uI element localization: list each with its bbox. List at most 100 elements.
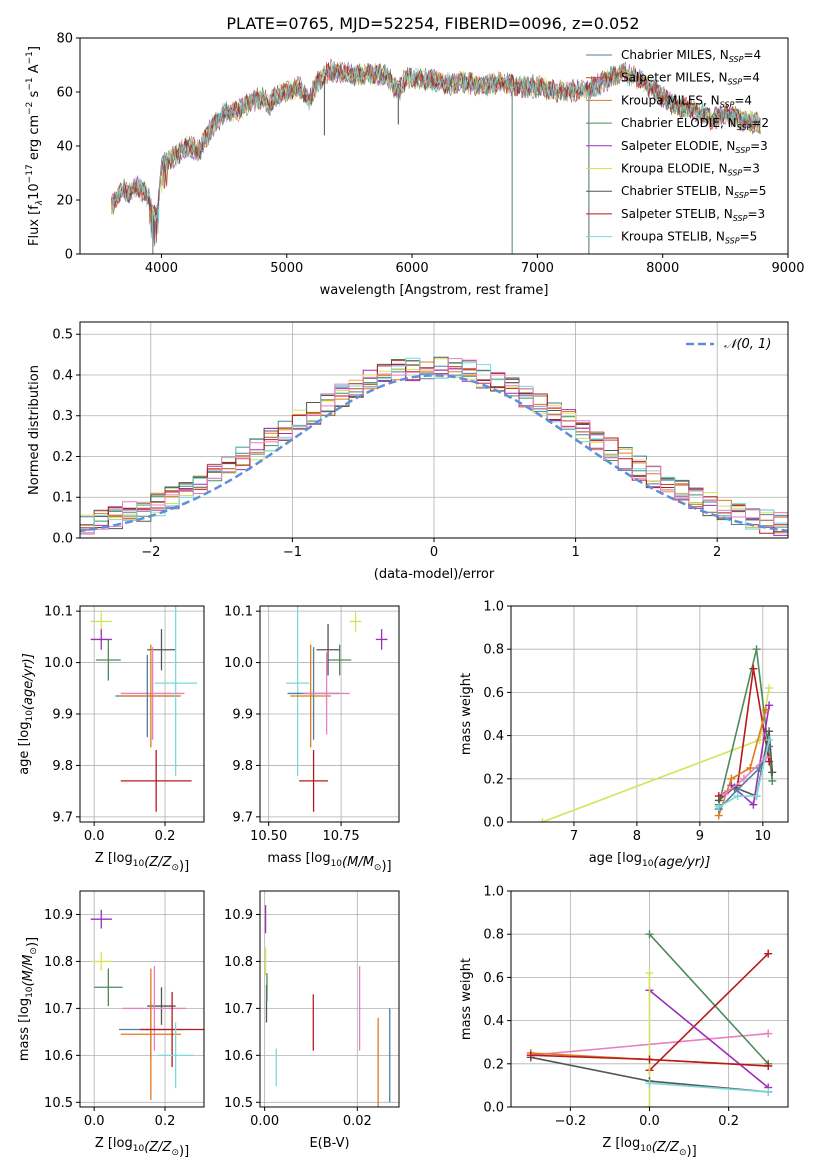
y-tick-label: 10.8 [44, 955, 73, 970]
x-tick-label: 0.2 [155, 829, 176, 844]
plot-area [538, 645, 777, 822]
x-axis-label: Z [log10(Z/Z⊙)] [95, 851, 189, 874]
x-tick-label: 10.75 [322, 829, 359, 844]
weight-line [718, 709, 767, 816]
x-tick-label: 0.0 [84, 829, 105, 844]
x-tick-label: 9000 [771, 261, 804, 276]
weight-marker [733, 792, 742, 801]
x-tick-label: 7 [570, 829, 578, 844]
y-axis-label: Normed distribution [27, 365, 42, 495]
panels: 4000 5000 6000 7000 8000 9000020406080wavelen… [17, 32, 805, 1160]
weight-marker [765, 735, 774, 744]
x-tick-label: 0.0 [639, 1114, 660, 1129]
y-tick-label: 10.0 [224, 656, 253, 671]
panel-mass-vs-Z: 0.0 0.2 10.5 10.6 10.7 10.8 10.9 Z [log10(Z/Z⊙)… [17, 890, 205, 1159]
data-point [90, 952, 112, 971]
y-tick-label: 9.9 [232, 708, 253, 723]
weight-marker [768, 768, 777, 777]
legend-label: Kroupa STELIB, NSSP=5 [621, 230, 757, 246]
y-tick-label: 0.8 [483, 643, 504, 658]
spectrum-line [111, 60, 761, 224]
plot-area [111, 58, 761, 254]
weight-line [542, 687, 770, 822]
y-axis-label: mass [log10(M/M⊙)] [17, 937, 40, 1061]
x-axis-label: Z [log10(Z/Z⊙)] [602, 1136, 696, 1159]
plot-area [90, 909, 204, 1100]
y-tick-label: 9.8 [52, 759, 73, 774]
x-tick-label: 0.02 [343, 1114, 372, 1129]
plot-area [286, 606, 388, 812]
y-tick-label: 0.1 [52, 491, 73, 506]
x-tick-label: 2 [713, 545, 721, 560]
y-tick-label: 10.7 [44, 1002, 73, 1017]
x-tick-label: 6000 [396, 261, 429, 276]
y-tick-label: 10.1 [224, 605, 253, 620]
y-tick-label: 0.6 [483, 686, 504, 701]
data-point [286, 606, 310, 776]
panel-mass-vs-ebv: 0.00 0.02 10.5 10.6 10.7 10.8 10.9 E(B-V) [224, 890, 400, 1151]
x-tick-label: 0.00 [250, 1114, 279, 1129]
data-point [349, 611, 362, 632]
weight-marker [538, 818, 547, 822]
y-tick-label: 10.5 [224, 1096, 253, 1111]
y-tick-label: 1.0 [483, 885, 504, 900]
axes-frame [259, 890, 400, 1108]
weight-marker [645, 930, 654, 939]
weight-line [648, 933, 769, 1065]
y-axis-label: mass weight [459, 958, 474, 1040]
weight-marker [645, 1079, 654, 1088]
y-tick-label: 0.4 [483, 729, 504, 744]
data-point [90, 611, 112, 632]
y-tick-label: 0.2 [483, 772, 504, 787]
y-tick-label: 10.5 [44, 1096, 73, 1111]
figure-title: PLATE=0765, MJD=52254, FIBERID=0096, z=0… [226, 14, 639, 33]
y-tick-label: 0.0 [483, 1101, 504, 1116]
panel-weight-vs-age: 7 8 9 10 0.0 0.2 0.4 0.6 0.8 1.0 age [log10(age/yr… [459, 600, 789, 870]
panel-residuals: −2 −1 0 1 2 0.0 0.1 0.2 0.3 0.4 0.5 (data-model)/er… [27, 321, 789, 582]
x-axis-label: mass [log10(M/M⊙)] [267, 851, 391, 874]
legend-label: 𝒩(0, 1) [724, 337, 771, 352]
y-tick-label: 10.8 [224, 955, 253, 970]
y-axis-label: Flux [fλ10−17 erg cm−2 s−1 A−1] [25, 46, 45, 246]
y-tick-label: 10.9 [44, 908, 73, 923]
weight-marker [765, 727, 774, 736]
weight-marker [761, 705, 770, 714]
x-tick-label: −0.2 [555, 1114, 587, 1129]
weight-marker [727, 774, 736, 783]
x-tick-label: 10.50 [250, 829, 287, 844]
data-point [147, 987, 176, 1025]
y-axis-label: mass weight [459, 673, 474, 755]
weight-marker [764, 949, 773, 958]
y-tick-label: 9.7 [232, 810, 253, 825]
plot-area [90, 606, 197, 812]
weight-marker [764, 1061, 773, 1070]
weight-marker [765, 701, 774, 710]
weight-marker [752, 645, 761, 654]
weight-marker [765, 684, 774, 693]
weight-marker [764, 1087, 773, 1096]
y-tick-label: 9.8 [232, 759, 253, 774]
data-point [120, 968, 181, 1100]
data-point [95, 639, 121, 681]
weight-marker [714, 802, 723, 811]
data-point [154, 606, 197, 776]
data-point [299, 750, 329, 812]
data-point [375, 629, 388, 650]
weight-marker [768, 776, 777, 785]
x-axis-label: E(B-V) [309, 1136, 349, 1151]
y-tick-label: 1.0 [483, 600, 504, 615]
legend-label: Salpeter ELODIE, NSSP=3 [621, 139, 768, 155]
weight-line [648, 953, 769, 1071]
y-tick-label: 10.6 [224, 1049, 253, 1064]
y-tick-label: 80 [56, 32, 73, 47]
legend: Chabrier MILES, NSSP=4 Salpeter MILES, NS… [586, 48, 769, 246]
data-point [120, 750, 192, 812]
x-axis-label: (data-model)/error [374, 567, 495, 582]
x-axis-label: age [log10(age/yr)] [589, 851, 711, 870]
data-point [120, 644, 181, 748]
data-point [122, 966, 187, 1051]
plot-area [80, 356, 788, 538]
y-tick-label: 0.3 [52, 409, 73, 424]
data-point [90, 909, 112, 929]
